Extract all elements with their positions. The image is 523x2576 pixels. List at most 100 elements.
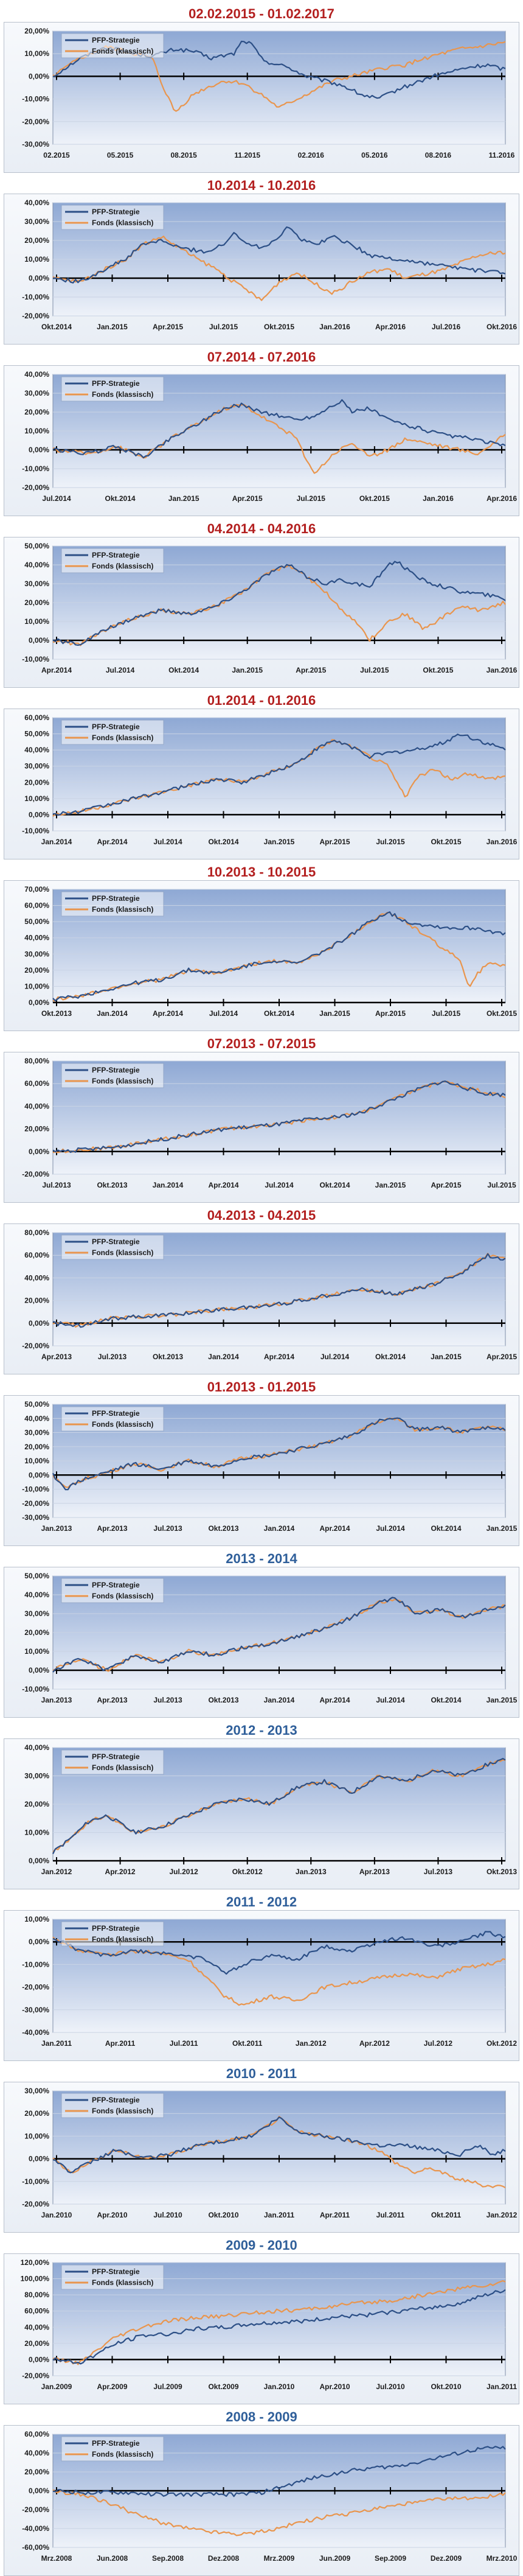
x-tick-label: Jan.2012 [296, 2039, 327, 2048]
x-tick-label: Jan.2014 [264, 1524, 295, 1533]
x-tick-label: 08.2016 [425, 151, 452, 159]
y-tick-label: 0,00% [29, 1147, 49, 1156]
x-tick-label: Jan.2012 [487, 2211, 518, 2219]
y-tick-label: 40,00% [24, 561, 49, 569]
chart-title: 01.2014 - 01.2016 [207, 693, 316, 708]
x-tick-label: Jul.2010 [153, 2211, 182, 2219]
x-tick-label: Jan.2014 [97, 1009, 128, 1018]
y-tick-label: 20,00% [24, 2109, 49, 2118]
legend-box [61, 1406, 164, 1432]
chart-panel: 07.2013 - 07.2015 80,00% 60,00% 40,00% 20,00… [4, 1034, 519, 1203]
legend-label: PFP-Strategie [92, 208, 140, 216]
y-tick-label: 80,00% [24, 1057, 49, 1065]
x-tick-label: Apr.2015 [153, 323, 183, 331]
x-tick-label: Okt.2014 [41, 323, 72, 331]
chart-title: 04.2014 - 04.2016 [207, 521, 316, 536]
y-tick-label: -10,00% [22, 95, 49, 103]
y-tick-label: 40,00% [24, 1414, 49, 1423]
series-line-pfp-strategie [52, 733, 506, 816]
x-tick-label: 08.2015 [170, 151, 197, 159]
y-tick-label: 60,00% [24, 901, 49, 910]
x-tick-label: Jul.2015 [432, 1009, 461, 1018]
x-tick-label: Apr.2015 [487, 1353, 517, 1361]
chart-panel: 04.2014 - 04.2016 50,00% 40,00% 30,00% 20,00… [4, 519, 519, 688]
chart-title: 07.2013 - 07.2015 [207, 1036, 316, 1051]
chart-title: 10.2014 - 10.2016 [207, 178, 316, 193]
y-tick-label: 20,00% [24, 1628, 49, 1637]
x-tick-label: Apr.2015 [375, 1009, 406, 1018]
x-tick-label: Apr.2013 [97, 1524, 127, 1533]
x-tick-label: Jan.2015 [487, 1524, 518, 1533]
legend-box [61, 33, 164, 58]
legend-box [61, 1578, 164, 1603]
x-tick-label: Okt.2015 [431, 838, 461, 846]
x-tick-label: Apr.2009 [97, 2382, 127, 2391]
x-tick-label: Jul.2014 [376, 1696, 405, 1704]
y-tick-label: 20,00% [24, 27, 49, 35]
x-tick-label: Jan.2016 [423, 494, 454, 503]
x-tick-label: Jan.2015 [168, 494, 199, 503]
y-tick-label: 0,00% [29, 1857, 49, 1865]
x-tick-label: Jan.2015 [487, 1696, 518, 1704]
series-line-pfp-strategie [52, 2116, 506, 2174]
x-tick-label: Jul.2014 [265, 1181, 294, 1189]
legend: PFP-Strategie Fonds (klassisch) [61, 2264, 164, 2290]
y-tick-label: -30,00% [22, 2006, 49, 2014]
x-tick-label: Okt.2011 [431, 2211, 462, 2219]
line-chart: 40,00% 30,00% 20,00% 10,00% 0,00% Jan.2012 Apr… [24, 1743, 517, 1876]
x-tick-label: Apr.2015 [319, 838, 350, 846]
legend-label: Fonds (klassisch) [92, 1077, 153, 1085]
x-tick-label: Jan.2016 [487, 838, 518, 846]
x-tick-label: Jan.2015 [375, 1181, 406, 1189]
y-tick-label: 0,00% [29, 2355, 49, 2364]
y-tick-label: 60,00% [24, 2307, 49, 2315]
y-tick-label: 30,00% [24, 1772, 49, 1780]
x-tick-label: Apr.2010 [97, 2211, 127, 2219]
y-tick-label: 10,00% [24, 982, 49, 990]
x-tick-label: Apr.2016 [375, 323, 406, 331]
legend-box [61, 548, 164, 573]
chart-frame: 60,00% 40,00% 20,00% 0,00% -20,00% -40,00% -60… [4, 2425, 519, 2576]
legend-label: Fonds (klassisch) [92, 1763, 153, 1772]
y-tick-label: 30,00% [24, 579, 49, 588]
y-tick-label: 50,00% [24, 542, 49, 550]
x-tick-label: Apr.2014 [41, 666, 72, 674]
chart-panel: 2009 - 2010 120,00% 100,00% 80,00% 60,00% 40,… [4, 2235, 519, 2404]
series-line-pfp-strategie [52, 2446, 506, 2497]
line-chart: 80,00% 60,00% 40,00% 20,00% 0,00% -20,00% Jul.… [22, 1057, 516, 1189]
y-tick-label: 40,00% [24, 198, 49, 207]
x-tick-label: Okt.2014 [105, 494, 136, 503]
x-tick-label: Jul.2010 [376, 2382, 405, 2391]
series-line-pfp-strategie [52, 1597, 506, 1673]
x-tick-label: Jul.2014 [153, 838, 182, 846]
x-tick-label: Okt.2013 [153, 1353, 183, 1361]
y-tick-label: 0,00% [29, 1471, 49, 1479]
x-tick-label: Jul.2015 [376, 838, 405, 846]
x-tick-label: Apr.2010 [319, 2382, 350, 2391]
legend-label: PFP-Strategie [92, 1066, 140, 1074]
legend-label: PFP-Strategie [92, 723, 140, 731]
line-chart: 80,00% 60,00% 40,00% 20,00% 0,00% -20,00% Apr.… [22, 1228, 517, 1361]
y-tick-label: 50,00% [24, 1572, 49, 1580]
y-tick-label: -10,00% [22, 1960, 49, 1969]
line-chart: 30,00% 20,00% 10,00% 0,00% -10,00% -20,00% Jan… [22, 2087, 518, 2219]
y-tick-label: 20,00% [24, 1297, 49, 1305]
y-tick-label: 0,00% [29, 1937, 49, 1946]
x-tick-label: Jan.2016 [487, 666, 518, 674]
y-tick-label: 20,00% [24, 778, 49, 786]
y-tick-label: 20,00% [24, 2468, 49, 2476]
x-tick-label: Okt.2013 [97, 1181, 127, 1189]
x-tick-label: Jan.2015 [431, 1353, 462, 1361]
x-tick-label: Okt.2014 [375, 1353, 406, 1361]
chart-title: 2010 - 2011 [226, 2066, 297, 2081]
y-tick-label: -10,00% [22, 655, 49, 663]
legend-label: Fonds (klassisch) [92, 390, 153, 399]
x-tick-label: Jan.2014 [41, 838, 72, 846]
legend-box [61, 1749, 164, 1775]
x-tick-label: Apr.2014 [153, 1009, 183, 1018]
series-line-pfp-strategie [52, 1758, 506, 1855]
legend: PFP-Strategie Fonds (klassisch) [61, 1406, 164, 1432]
x-tick-label: Jul.2015 [209, 323, 238, 331]
y-tick-label: -10,00% [22, 1485, 49, 1494]
series-line-pfp-strategie [52, 399, 506, 458]
